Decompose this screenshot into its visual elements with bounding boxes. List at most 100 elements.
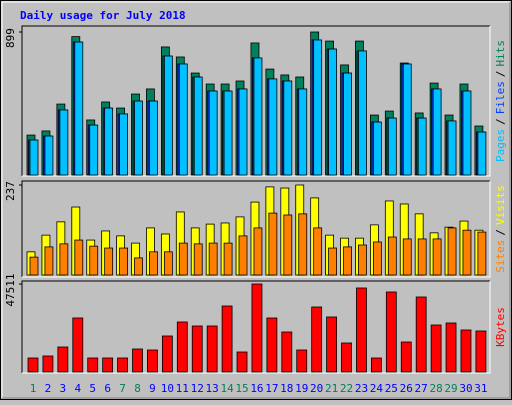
bar — [59, 109, 69, 176]
bar — [402, 238, 412, 276]
bar — [358, 50, 367, 176]
x-tick-label: 4 — [74, 382, 81, 395]
bar — [206, 325, 218, 373]
bar — [326, 316, 338, 373]
bar — [313, 227, 323, 276]
bar — [102, 357, 114, 373]
bar — [29, 139, 39, 176]
bar — [328, 247, 338, 276]
bar — [387, 117, 397, 176]
bar — [253, 57, 263, 176]
x-tick-label: 8 — [134, 382, 141, 395]
bar — [178, 63, 188, 176]
x-tick-label: 2 — [45, 382, 52, 395]
y-tick-label: 47511 — [4, 273, 17, 306]
bar — [447, 227, 457, 276]
bar — [163, 55, 173, 176]
bar — [268, 78, 278, 176]
bar — [87, 357, 99, 373]
bar — [208, 90, 218, 176]
x-tick-label: 18 — [280, 382, 293, 395]
bar — [313, 39, 323, 176]
x-tick-label: 12 — [191, 382, 204, 395]
x-tick-label: 29 — [444, 382, 457, 395]
x-tick-label: 13 — [206, 382, 219, 395]
bar — [117, 357, 128, 373]
x-tick-label: 10 — [161, 382, 174, 395]
bar — [268, 212, 278, 276]
bar — [44, 246, 54, 276]
bar — [447, 120, 457, 176]
bar — [223, 242, 233, 276]
x-tick-label: 31 — [474, 382, 487, 395]
bar — [370, 357, 382, 373]
x-tick-label: 19 — [295, 382, 308, 395]
legend-separator: / — [494, 118, 507, 125]
x-tick-label: 21 — [325, 382, 338, 395]
bar — [238, 88, 248, 176]
bar — [72, 317, 84, 373]
legend-entry: Files — [494, 81, 507, 114]
panel-highlight — [22, 26, 491, 177]
legend: KBytes — [494, 307, 507, 347]
bar — [387, 236, 397, 276]
x-tick-label: 17 — [265, 382, 278, 395]
x-tick-label: 27 — [415, 382, 428, 395]
bar — [193, 243, 203, 276]
chart-title: Daily usage for July 2018 — [20, 9, 186, 22]
bar — [266, 317, 278, 373]
x-tick-label: 6 — [104, 382, 111, 395]
bar — [251, 283, 263, 373]
legend-entry: Hits — [494, 40, 507, 67]
bar — [343, 72, 352, 176]
bar — [328, 48, 338, 176]
bar — [343, 246, 352, 276]
bar — [149, 251, 158, 276]
bar — [147, 349, 158, 373]
bar — [74, 239, 84, 276]
panel-highlight — [22, 181, 491, 278]
bar — [27, 357, 39, 373]
bar — [42, 355, 54, 373]
bar — [193, 76, 203, 176]
bar — [430, 324, 442, 373]
bar — [149, 100, 158, 176]
bar — [475, 330, 487, 373]
bar — [281, 331, 293, 373]
bar — [298, 88, 308, 176]
bar — [296, 349, 308, 373]
x-tick-label: 15 — [235, 382, 248, 395]
legend-separator: / — [494, 71, 507, 78]
x-tick-label: 3 — [60, 382, 67, 395]
bar — [432, 238, 442, 276]
bar — [238, 235, 248, 276]
legend-entry: Sites — [494, 240, 507, 273]
bar — [358, 244, 367, 276]
bar — [29, 256, 39, 276]
x-tick-label: 20 — [310, 382, 323, 395]
panel-shadow — [21, 280, 490, 373]
x-tick-label: 22 — [340, 382, 353, 395]
bar — [223, 90, 233, 176]
bar — [415, 296, 427, 373]
bar — [119, 247, 128, 276]
legend-entry: KBytes — [494, 307, 507, 347]
bar — [372, 121, 382, 176]
bar — [477, 231, 487, 276]
bar — [298, 213, 308, 276]
frame-highlight — [1, 1, 510, 398]
legend: Pages / Files / Hits — [494, 40, 507, 162]
bar — [208, 242, 218, 276]
bar — [104, 107, 114, 176]
legend-separator: / — [494, 229, 507, 236]
bar — [57, 346, 69, 373]
bar — [134, 257, 143, 276]
bar — [311, 306, 323, 373]
bar — [356, 287, 367, 373]
bar — [400, 341, 412, 373]
bar — [59, 243, 69, 276]
x-tick-label: 25 — [385, 382, 398, 395]
panel-shadow — [21, 25, 490, 176]
